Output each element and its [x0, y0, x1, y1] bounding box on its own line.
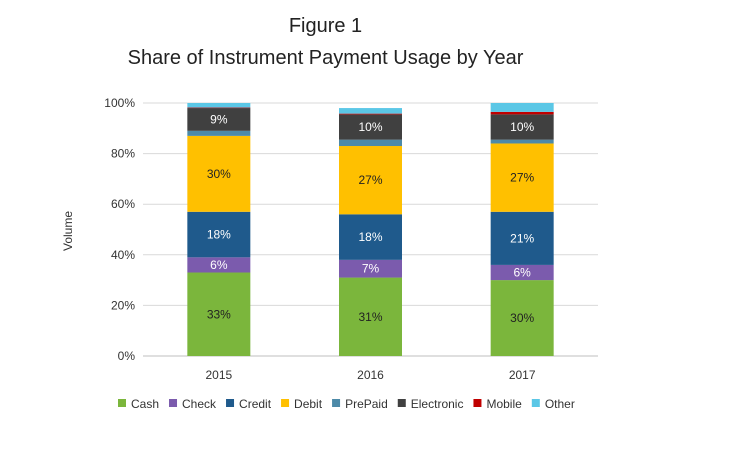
data-label: 6% — [210, 258, 228, 272]
chart-title-line-1: Figure 1 — [288, 15, 363, 37]
legend-item-other: Other — [531, 397, 575, 411]
x-tick-label: 2017 — [509, 368, 536, 382]
legend: Cash Check Credit Debit PrePaid Electronic Mob… — [118, 397, 575, 411]
legend-item-mobile: Mobile — [473, 397, 522, 411]
legend-swatch — [118, 399, 126, 407]
legend-label: Electronic — [411, 397, 464, 411]
bar-segment-mobile — [339, 113, 402, 115]
bar-segment-electronic — [339, 114, 402, 140]
y-tick-label: 80% — [111, 147, 135, 161]
bar-segment-electronic — [187, 108, 251, 131]
data-label: 10% — [510, 120, 534, 134]
data-label: 31% — [358, 310, 382, 324]
legend-label: Credit — [239, 397, 272, 411]
bar-segment-debit — [187, 135, 251, 212]
y-tick-label: 100% — [104, 96, 135, 110]
data-label: 6% — [513, 266, 531, 280]
data-label: 21% — [510, 231, 534, 245]
legend-swatch — [226, 399, 235, 407]
x-axis-ticks: 2015 2016 2017 — [205, 368, 535, 382]
bar-segment-prepaid — [339, 139, 402, 147]
legend-label: Cash — [131, 397, 159, 411]
legend-label: Mobile — [486, 397, 522, 411]
bar-segment-credit — [339, 214, 402, 260]
legend-swatch — [169, 399, 178, 407]
bar-segment-other — [339, 108, 402, 114]
bar-segment-check — [339, 259, 402, 278]
legend-item-cash: Cash — [118, 397, 159, 411]
data-label: 30% — [207, 167, 231, 181]
data-label: 9% — [210, 112, 228, 126]
x-tick-label: 2016 — [357, 368, 384, 382]
bar-segment-debit — [339, 146, 402, 215]
bar-segment-electronic — [490, 114, 554, 140]
legend-label: Other — [545, 397, 575, 411]
data-label: 18% — [207, 228, 231, 242]
y-axis-ticks: 0% 20% 40% 60% 80% 100% — [104, 96, 135, 363]
bar-segment-prepaid — [187, 130, 251, 136]
y-tick-label: 20% — [111, 298, 135, 312]
bar-segment-debit — [490, 143, 554, 212]
bar-segment-other — [187, 103, 251, 108]
bar-segment-credit — [490, 211, 554, 265]
legend-label: Debit — [294, 397, 323, 411]
data-label: 27% — [510, 171, 534, 185]
bar-segment-cash — [187, 272, 251, 356]
y-tick-label: 0% — [118, 349, 136, 363]
data-label: 27% — [358, 173, 382, 187]
legend-swatch — [473, 399, 482, 407]
y-tick-label: 60% — [111, 197, 135, 211]
data-label: 33% — [207, 307, 231, 321]
bar-segment-prepaid — [490, 139, 554, 144]
bar-segment-cash — [490, 280, 554, 356]
legend-item-credit: Credit — [226, 397, 272, 411]
legend-label: Check — [182, 397, 217, 411]
bar-segment-credit — [187, 211, 251, 258]
bar-segment-check — [187, 257, 251, 273]
bar-segment-cash — [339, 277, 402, 356]
legend-item-electronic: Electronic — [397, 397, 464, 411]
data-label: 18% — [358, 230, 382, 244]
legend-item-debit: Debit — [281, 397, 323, 411]
x-tick-label: 2015 — [205, 368, 232, 382]
legend-swatch — [531, 399, 540, 407]
bar-segment-check — [490, 264, 554, 281]
y-axis-label: Volume — [61, 211, 75, 251]
data-label: 7% — [362, 262, 380, 276]
legend-swatch — [281, 399, 290, 407]
data-label: 10% — [358, 120, 382, 134]
bar-segment-mobile — [490, 111, 554, 115]
legend-label: PrePaid — [345, 397, 388, 411]
bar-segment-mobile — [187, 107, 251, 109]
legend-item-check: Check — [169, 397, 217, 411]
y-tick-label: 40% — [111, 248, 135, 262]
bars: 33% 6% 18% 30% 9% 31% 7% 18% 27% 10% 30% 6% 21% 27% 10… — [187, 103, 554, 356]
data-label: 30% — [510, 311, 534, 325]
legend-swatch — [397, 399, 406, 407]
legend-item-prepaid: PrePaid — [332, 397, 388, 411]
bar-segment-other — [490, 103, 554, 112]
chart-title-line-2: Share of Instrument Payment Usage by Yea… — [127, 47, 524, 69]
legend-swatch — [332, 399, 341, 407]
